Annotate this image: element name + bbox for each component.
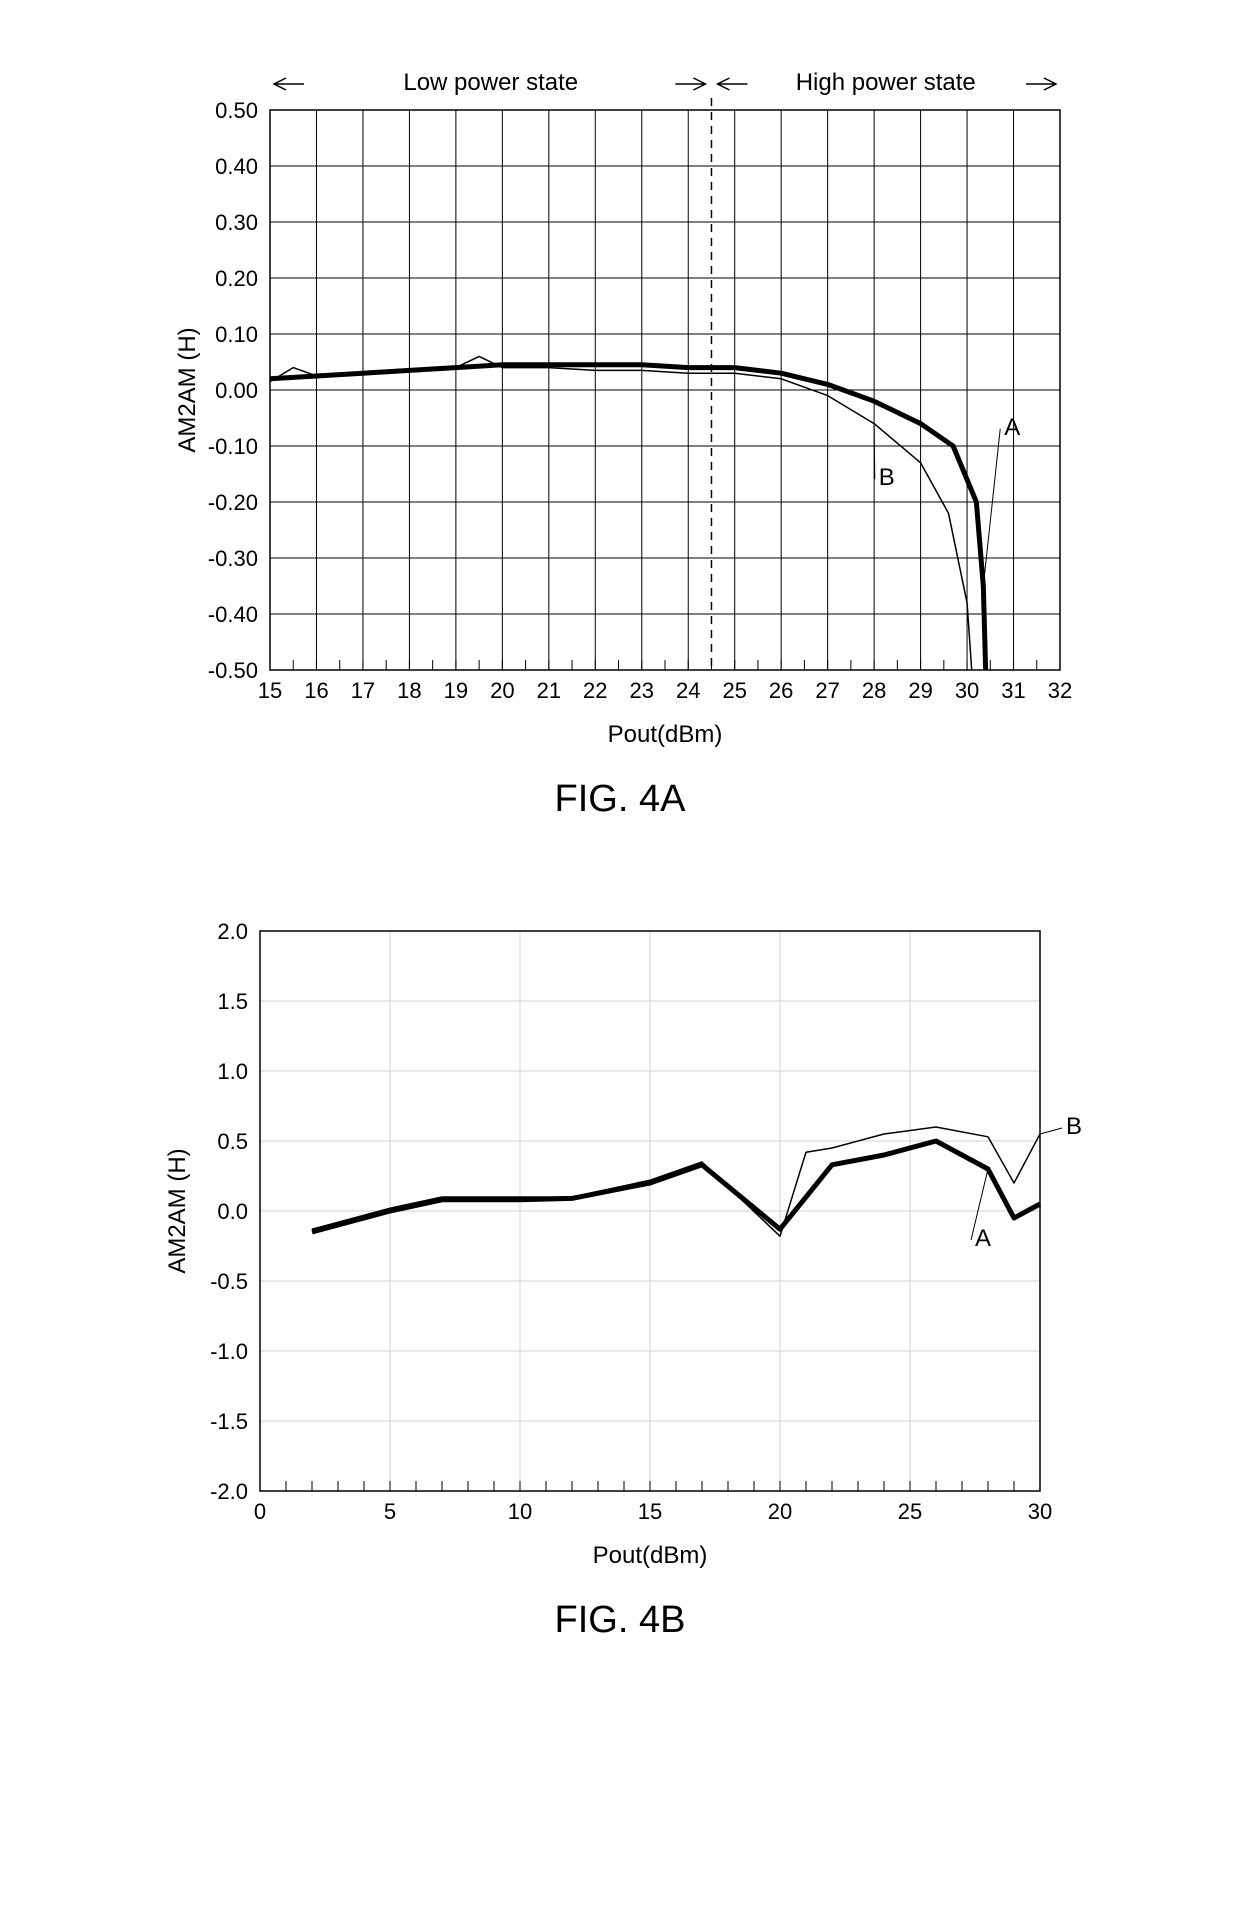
svg-text:27: 27 [815, 678, 839, 703]
svg-text:29: 29 [908, 678, 932, 703]
svg-text:30: 30 [1028, 1499, 1052, 1524]
svg-text:23: 23 [630, 678, 654, 703]
svg-text:AM2AM (H): AM2AM (H) [174, 327, 201, 452]
svg-text:21: 21 [537, 678, 561, 703]
svg-text:2.0: 2.0 [217, 919, 248, 944]
svg-text:B: B [879, 464, 895, 491]
svg-text:-0.5: -0.5 [210, 1269, 248, 1294]
svg-text:5: 5 [384, 1499, 396, 1524]
fig-4a: 15 16 17 18 19 20 21 22 23 24 25 26 27 28 29 30 31 32 0.50… [140, 40, 1100, 821]
svg-text:0.20: 0.20 [215, 266, 258, 291]
svg-text:18: 18 [397, 678, 421, 703]
svg-text:1.0: 1.0 [217, 1059, 248, 1084]
svg-text:A: A [1004, 414, 1020, 441]
svg-text:32: 32 [1048, 678, 1072, 703]
svg-text:-1.5: -1.5 [210, 1409, 248, 1434]
svg-text:Low power state: Low power state [403, 69, 578, 96]
svg-text:24: 24 [676, 678, 700, 703]
svg-text:0.0: 0.0 [217, 1199, 248, 1224]
svg-text:10: 10 [508, 1499, 532, 1524]
svg-text:-0.10: -0.10 [208, 434, 258, 459]
svg-text:High power state: High power state [796, 69, 976, 96]
svg-text:16: 16 [304, 678, 328, 703]
svg-text:31: 31 [1001, 678, 1025, 703]
svg-text:17: 17 [351, 678, 375, 703]
svg-text:-0.30: -0.30 [208, 546, 258, 571]
svg-text:20: 20 [490, 678, 514, 703]
caption-4b: FIG. 4B [140, 1599, 1100, 1642]
svg-text:0.30: 0.30 [215, 210, 258, 235]
chart-4b: 0 5 10 15 20 25 30 2.0 1.5 1.0 0.5 0.0 -0.5 -1.0 -1.5 -… [140, 901, 1100, 1581]
svg-text:22: 22 [583, 678, 607, 703]
fig-4b: 0 5 10 15 20 25 30 2.0 1.5 1.0 0.5 0.0 -0.5 -1.0 -1.5 -… [140, 901, 1100, 1642]
svg-text:-0.40: -0.40 [208, 602, 258, 627]
svg-text:30: 30 [955, 678, 979, 703]
svg-text:15: 15 [258, 678, 282, 703]
svg-text:Pout(dBm): Pout(dBm) [593, 1542, 708, 1569]
svg-text:B: B [1066, 1113, 1082, 1140]
svg-text:Pout(dBm): Pout(dBm) [608, 721, 723, 748]
svg-text:25: 25 [898, 1499, 922, 1524]
svg-text:-0.50: -0.50 [208, 658, 258, 683]
svg-text:0.40: 0.40 [215, 154, 258, 179]
svg-text:0: 0 [254, 1499, 266, 1524]
svg-text:-1.0: -1.0 [210, 1339, 248, 1364]
svg-text:0.5: 0.5 [217, 1129, 248, 1154]
svg-text:0.10: 0.10 [215, 322, 258, 347]
svg-text:-0.20: -0.20 [208, 490, 258, 515]
svg-text:A: A [975, 1225, 991, 1252]
svg-text:-2.0: -2.0 [210, 1479, 248, 1504]
svg-text:26: 26 [769, 678, 793, 703]
caption-4a: FIG. 4A [140, 778, 1100, 821]
svg-text:25: 25 [722, 678, 746, 703]
chart-4a: 15 16 17 18 19 20 21 22 23 24 25 26 27 28 29 30 31 32 0.50… [140, 40, 1100, 760]
svg-text:15: 15 [638, 1499, 662, 1524]
svg-text:20: 20 [768, 1499, 792, 1524]
svg-text:AM2AM (H): AM2AM (H) [164, 1148, 191, 1273]
svg-text:1.5: 1.5 [217, 989, 248, 1014]
svg-text:0.00: 0.00 [215, 378, 258, 403]
svg-text:19: 19 [444, 678, 468, 703]
svg-text:28: 28 [862, 678, 886, 703]
svg-text:0.50: 0.50 [215, 98, 258, 123]
